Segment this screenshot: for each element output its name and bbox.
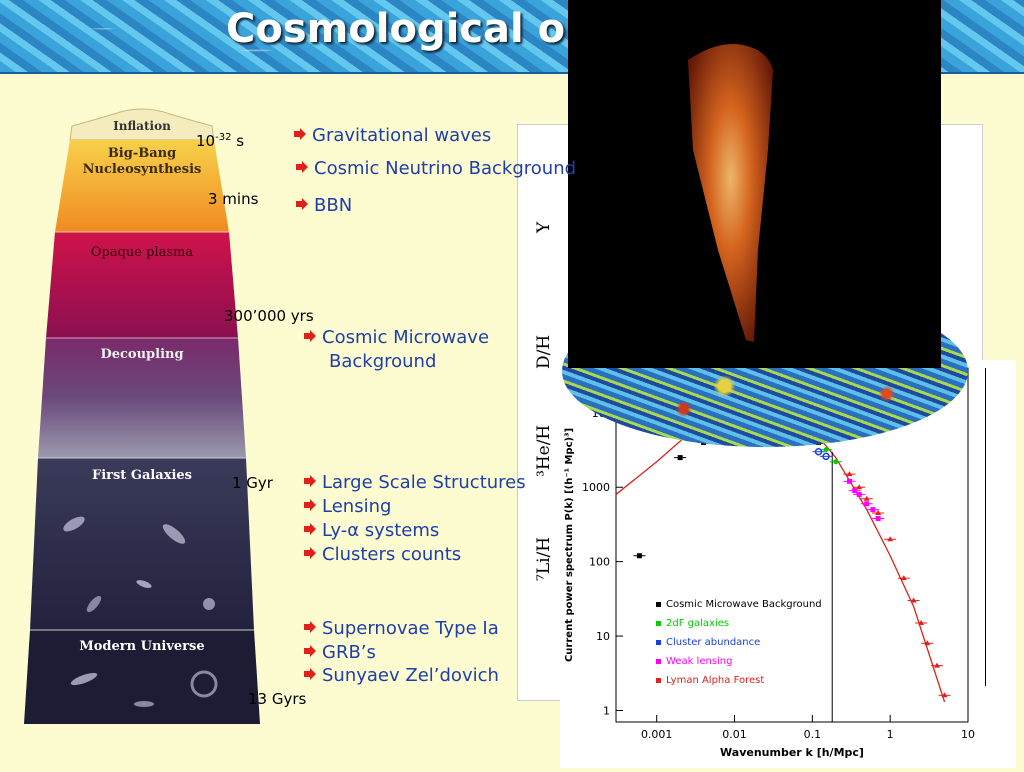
- x-tick-label: 1: [887, 728, 894, 741]
- stage-modern-universe: Modern Universe: [79, 639, 205, 654]
- data-point: [864, 501, 870, 507]
- stage-first-galaxies: First Galaxies: [91, 468, 193, 483]
- y-tick-label: 1: [603, 704, 610, 717]
- bullet-arrow-icon: [304, 621, 316, 633]
- data-point: [856, 491, 862, 497]
- bbn-ylabel-li7: ⁷Li/H: [534, 536, 554, 581]
- data-point: [910, 597, 917, 603]
- time-first-galaxies: 1 Gyr: [232, 474, 273, 492]
- probe-cmb-line2: Background: [329, 351, 437, 372]
- data-point: [814, 447, 823, 456]
- data-point: [900, 575, 907, 581]
- y-axis-label: Current power spectrum P(k) [(h⁻¹ Mpc)³]: [564, 428, 575, 662]
- slide-title: Cosmological o: [226, 6, 566, 52]
- stage-opaque-plasma: Opaque plasma: [90, 245, 194, 260]
- data-point: [918, 619, 925, 625]
- probe-sunyaev-zeldovich: Sunyaev Zel’dovich: [304, 665, 499, 686]
- data-point: [875, 515, 881, 521]
- x-tick-label: 0.001: [641, 728, 673, 741]
- bbn-ylabel-he3: ³He/H: [534, 424, 554, 477]
- legend-marker: [656, 602, 661, 607]
- x-tick-label: 0.01: [722, 728, 747, 741]
- bullet-arrow-icon: [304, 499, 316, 511]
- bbn-frame-edge: [985, 368, 986, 686]
- data-point: [870, 507, 876, 513]
- probe-neutrino-background: Cosmic Neutrino Background: [296, 158, 576, 179]
- y-tick-label: 100: [589, 556, 610, 569]
- survey-cone-graphic: [688, 44, 773, 342]
- y-tick-label: 10: [596, 630, 610, 643]
- data-point: [833, 459, 839, 465]
- data-point: [846, 478, 852, 484]
- time-decoupling: 300’000 yrs: [224, 307, 314, 325]
- probe-cmb: Cosmic Microwave: [304, 327, 489, 348]
- bullet-arrow-icon: [304, 523, 316, 535]
- legend-marker: [656, 678, 661, 683]
- probe-cluster-counts: Clusters counts: [304, 544, 461, 565]
- data-point: [677, 455, 683, 461]
- probe-lensing: Lensing: [304, 496, 391, 517]
- x-axis-label: Wavenumber k [h/Mpc]: [720, 746, 864, 759]
- bullet-arrow-icon: [304, 475, 316, 487]
- probe-supernovae: Supernovae Type Ia: [304, 618, 499, 639]
- probe-bbn: BBN: [296, 195, 352, 216]
- legend-marker: [656, 659, 661, 664]
- stage-bbn: Big-Bang Nucleosynthesis: [82, 146, 202, 177]
- timeline-pillar-graphic: [24, 108, 260, 724]
- legend-entry: Weak lensing: [666, 656, 733, 667]
- stage-decoupling: Decoupling: [100, 347, 184, 362]
- data-point: [823, 447, 829, 453]
- legend-entry: 2dF galaxies: [666, 618, 729, 629]
- data-point: [636, 553, 642, 559]
- probe-lyman-alpha: Ly-α systems: [304, 520, 439, 541]
- bbn-ylabel-dh: D/H: [534, 334, 554, 369]
- y-tick-label: 1000: [582, 481, 610, 494]
- data-point: [887, 536, 894, 542]
- legend-entry: Cosmic Microwave Background: [666, 599, 822, 610]
- data-point: [875, 510, 882, 516]
- galaxy-survey-image: [568, 0, 941, 368]
- universe-timeline: Inflation Big-Bang Nucleosynthesis Opaqu…: [24, 104, 260, 724]
- data-point: [846, 471, 853, 477]
- data-point: [822, 452, 830, 461]
- probe-lss: Large Scale Structures: [304, 472, 526, 493]
- bullet-arrow-icon: [304, 330, 316, 342]
- bullet-arrow-icon: [304, 668, 316, 680]
- data-point: [852, 488, 858, 494]
- time-inflation: 10-32 s: [196, 132, 245, 150]
- x-tick-label: 10: [961, 728, 975, 741]
- probe-grbs: GRB’s: [304, 642, 376, 663]
- bullet-arrow-icon: [304, 645, 316, 657]
- time-today: 13 Gyrs: [248, 690, 307, 708]
- bullet-arrow-icon: [296, 161, 308, 173]
- time-bbn: 3 mins: [208, 190, 259, 208]
- legend-marker: [656, 640, 661, 645]
- legend-entry: Cluster abundance: [666, 637, 760, 648]
- data-point: [934, 662, 941, 668]
- stage-inflation: Inflation: [113, 119, 171, 133]
- data-point: [863, 495, 870, 501]
- data-point: [924, 640, 931, 646]
- legend-entry: Lyman Alpha Forest: [666, 675, 764, 686]
- bullet-arrow-icon: [296, 198, 308, 210]
- bullet-arrow-icon: [294, 128, 306, 140]
- bbn-ylabel-y: Y: [534, 221, 554, 233]
- data-point: [941, 692, 948, 698]
- probe-gravitational-waves: Gravitational waves: [294, 125, 491, 146]
- bullet-arrow-icon: [304, 547, 316, 559]
- legend-marker: [656, 621, 661, 626]
- x-tick-label: 0.1: [804, 728, 822, 741]
- data-point: [856, 484, 863, 490]
